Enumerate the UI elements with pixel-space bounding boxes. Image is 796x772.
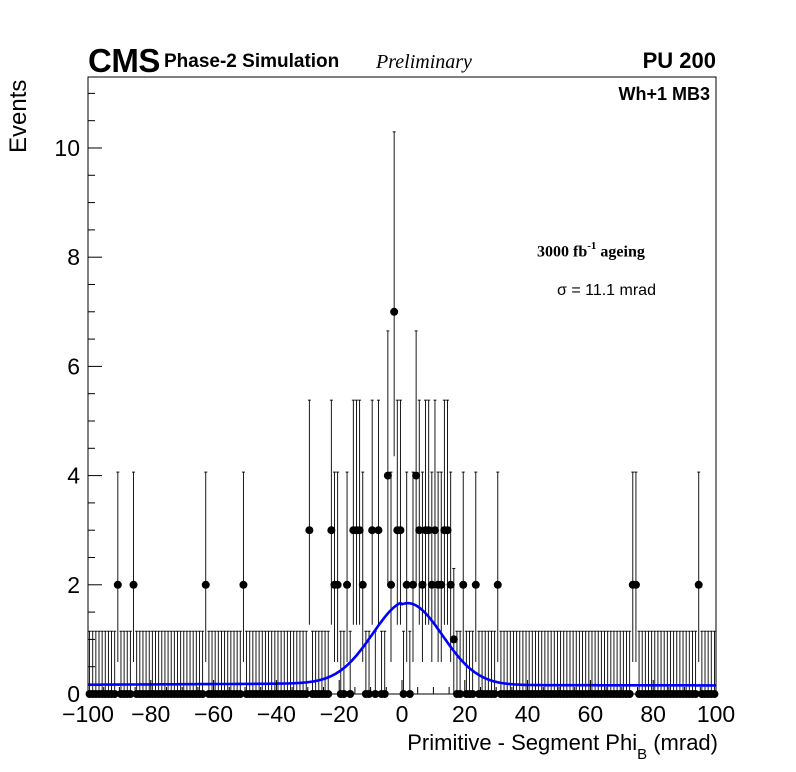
plot-frame: [87, 76, 717, 695]
error-bars-group: [88, 131, 716, 695]
fit-curve-group: [88, 601, 716, 687]
x-tick-label: 100: [697, 701, 735, 727]
data-point: [493, 580, 502, 589]
data-point: [468, 690, 477, 698]
x-axis-label-unit: (mrad): [647, 730, 718, 755]
x-tick-label: −80: [131, 701, 170, 727]
data-point: [358, 580, 367, 589]
y-tick-label: 4: [67, 463, 80, 489]
region-label: Wh+1 MB3: [618, 84, 710, 104]
pileup-label: PU 200: [642, 48, 716, 73]
data-point: [694, 580, 703, 589]
data-point: [380, 690, 389, 698]
data-point: [437, 580, 446, 589]
x-axis-label: Primitive - Segment PhiB (mrad): [407, 730, 718, 763]
data-point: [126, 690, 135, 698]
y-tick-label: 8: [67, 244, 80, 270]
x-tick-label: 0: [396, 701, 409, 727]
data-point: [424, 526, 433, 535]
data-point: [333, 580, 342, 589]
data-point: [710, 690, 719, 698]
data-point: [387, 580, 396, 589]
data-point: [368, 526, 377, 535]
data-point: [201, 580, 210, 589]
ageing-exponent: -1: [587, 240, 597, 252]
data-point: [396, 526, 405, 535]
x-tick-label: −100: [62, 701, 114, 727]
status-label: Preliminary: [376, 51, 472, 73]
data-point: [449, 635, 458, 644]
experiment-label: CMS: [88, 42, 160, 79]
ageing-label: 3000 fb-1 ageing: [537, 240, 645, 261]
data-point: [324, 690, 333, 698]
data-point: [343, 580, 352, 589]
x-tick-label: 20: [452, 701, 478, 727]
ageing-prefix: 3000 fb: [537, 243, 588, 261]
data-point: [625, 690, 634, 698]
data-point: [427, 580, 436, 589]
ageing-suffix: ageing: [596, 243, 645, 261]
data-point: [327, 526, 336, 535]
fit-curve: [88, 601, 716, 687]
y-tick-label: 0: [67, 681, 80, 707]
sigma-label: σ = 11.1 mrad: [557, 282, 656, 299]
data-point: [430, 526, 439, 535]
x-tick-label: 40: [515, 701, 541, 727]
simulation-label: Phase-2 Simulation: [164, 51, 340, 72]
plot-frame-group: [87, 76, 717, 695]
data-point: [236, 690, 245, 698]
data-point: [371, 690, 380, 698]
data-point: [339, 690, 348, 698]
data-point: [374, 526, 383, 535]
x-tick-label: −40: [257, 701, 296, 727]
data-point: [113, 580, 122, 589]
data-point: [443, 526, 452, 535]
data-point: [239, 580, 248, 589]
data-point: [456, 690, 465, 698]
axes-group: −100 −80 −60 −40 −20 0 20 40 60 80 100 0 2 4 6 8 10: [54, 92, 735, 727]
y-tick-label: 10: [54, 135, 80, 161]
data-point: [198, 690, 207, 698]
data-point: [459, 580, 468, 589]
x-tick-label: −20: [320, 701, 359, 727]
data-point: [631, 580, 640, 589]
data-point: [446, 580, 455, 589]
data-point: [305, 526, 314, 535]
data-point: [418, 580, 427, 589]
x-tick-label: 80: [640, 701, 666, 727]
data-point: [383, 471, 392, 480]
y-tick-label: 2: [67, 572, 80, 598]
data-point: [415, 526, 424, 535]
data-point: [691, 690, 700, 698]
data-point: [408, 580, 417, 589]
data-point: [405, 690, 414, 698]
x-axis-label-sub: B: [637, 746, 648, 763]
x-tick-label: −60: [194, 701, 233, 727]
data-point: [129, 580, 138, 589]
x-tick-label: 60: [578, 701, 604, 727]
data-point: [390, 307, 399, 316]
data-point: [402, 580, 411, 589]
data-point: [110, 690, 119, 698]
data-point: [471, 580, 480, 589]
data-point: [412, 471, 421, 480]
y-axis-label: Events: [5, 79, 32, 153]
y-tick-label: 6: [67, 353, 80, 379]
data-point: [355, 526, 364, 535]
data-point: [346, 690, 355, 698]
x-axis-label-main: Primitive - Segment Phi: [407, 730, 638, 755]
